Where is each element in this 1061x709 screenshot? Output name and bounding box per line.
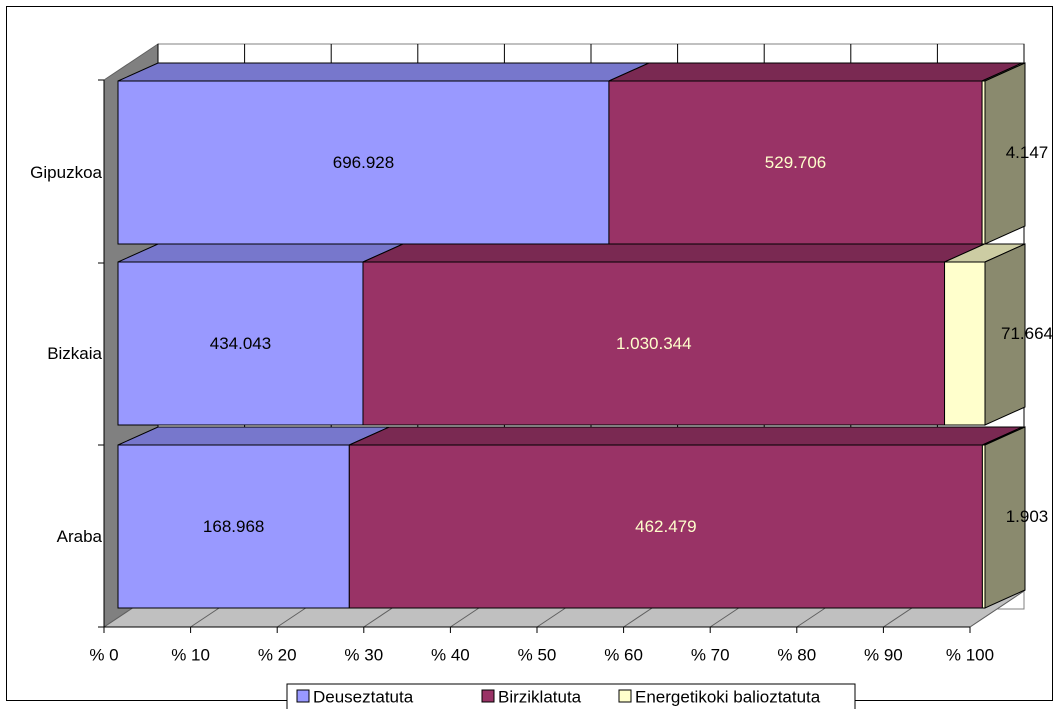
x-tick-label: % 90 [864,646,903,665]
bar-bizkaia-series-0[interactable] [117,261,364,426]
bar-araba-series-2[interactable] [981,444,986,609]
bars [117,62,1026,609]
x-tick-label: % 40 [431,646,470,665]
bar-araba-series-0[interactable] [117,444,350,609]
x-tick-label: % 70 [691,646,730,665]
floor-gridline [969,590,1025,628]
x-tick-label: % 100 [946,646,994,665]
bar-gipuzkoa-series-2[interactable] [981,80,986,245]
category-label: Araba [57,527,103,546]
value-label: 696.928 [333,153,394,172]
bar-top [349,426,1023,446]
x-tick-label: % 30 [344,646,383,665]
bar-gipuzkoa-series-0[interactable] [117,80,610,245]
bar-gipuzkoa-series-1[interactable] [608,80,983,245]
bar-bizkaia-series-1[interactable] [362,261,946,426]
category-label: Gipuzkoa [30,163,102,182]
legend-entry[interactable]: Deuseztatuta [313,688,414,707]
legend-swatch [481,689,495,703]
bar-bizkaia-series-2[interactable] [944,261,986,426]
bar-top [117,62,650,82]
value-label: 168.968 [203,517,264,536]
legend[interactable]: Deuseztatuta Birziklatuta Energetikoki bal… [286,683,856,709]
x-tick-label: % 10 [171,646,210,665]
x-tick-label: % 60 [604,646,643,665]
bar-top [117,426,390,446]
bar-top [608,62,1023,82]
x-tick-label: % 50 [518,646,557,665]
value-labels: 696.928 529.706 4.147 434.043 1.030.344 71.66… [203,143,1053,536]
x-tick-label: % 0 [89,646,118,665]
value-label: 434.043 [210,334,271,353]
bar-araba-series-1[interactable] [348,444,983,609]
legend-box [286,683,856,709]
bar-top [117,243,404,263]
legend-swatch [618,689,632,703]
value-label: 1.030.344 [616,334,692,353]
category-label: Bizkaia [47,344,102,363]
legend-entry[interactable]: Energetikoki balioztatuta [635,688,821,707]
value-label: 71.664 [1001,324,1053,343]
value-label: 462.479 [635,517,696,536]
value-label: 529.706 [765,153,826,172]
value-label: 4.147 [1006,143,1049,162]
x-tick-label: % 80 [777,646,816,665]
legend-entry[interactable]: Birziklatuta [498,688,582,707]
value-label: 1.903 [1006,507,1049,526]
axes: Gipuzkoa Bizkaia Araba % 0 % 10 % 20 % 30 % 40%… [30,79,994,665]
legend-swatch [296,689,310,703]
bar-top [362,243,985,263]
x-tick-label: % 20 [258,646,297,665]
